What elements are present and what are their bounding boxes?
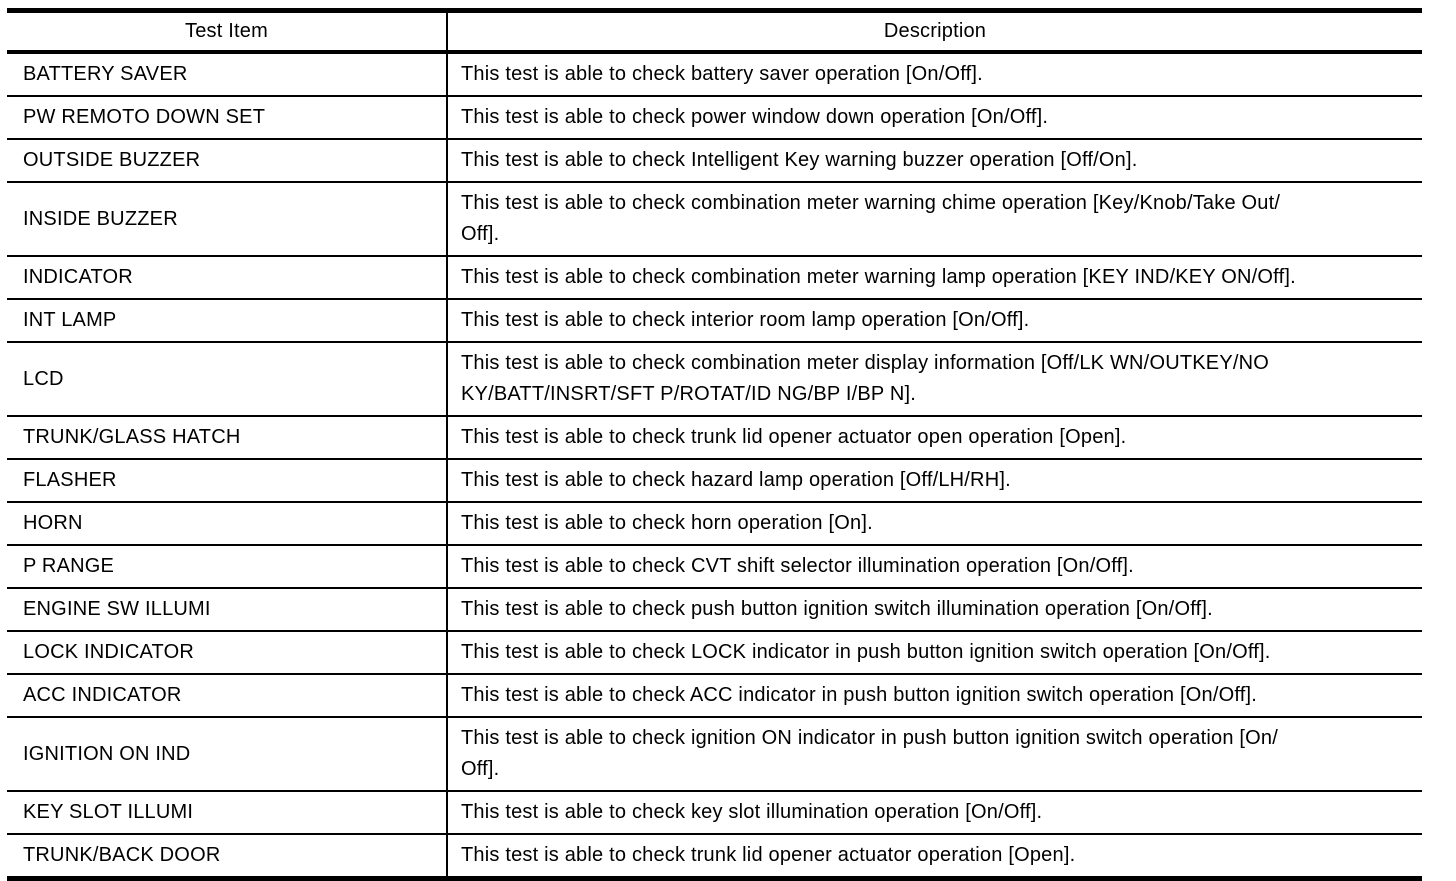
column-header-test-item: Test Item	[7, 10, 448, 54]
description-cell: This test is able to check trunk lid ope…	[447, 416, 1422, 460]
description-cell: This test is able to check ignition ON i…	[447, 717, 1422, 792]
test-item-cell: TRUNK/GLASS HATCH	[7, 416, 448, 460]
description-cell: This test is able to check push button i…	[447, 588, 1422, 632]
table-row: KEY SLOT ILLUMI This test is able to chec…	[7, 791, 1422, 835]
test-item-cell: PW REMOTO DOWN SET	[7, 96, 448, 140]
column-header-description: Description	[447, 10, 1422, 54]
table-header: Test Item Description	[7, 10, 1422, 54]
test-item-cell: HORN	[7, 502, 448, 546]
table-row: BATTERY SAVER This test is able to check …	[7, 52, 1422, 97]
table-row: LOCK INDICATOR This test is able to check…	[7, 631, 1422, 675]
description-cell: This test is able to check key slot illu…	[447, 791, 1422, 835]
description-cell: This test is able to check LOCK indicato…	[447, 631, 1422, 675]
test-item-cell: IGNITION ON IND	[7, 717, 448, 792]
table-row: P RANGE This test is able to check CVT sh…	[7, 545, 1422, 589]
table-row: INSIDE BUZZER This test is able to check …	[7, 182, 1422, 257]
test-item-cell: OUTSIDE BUZZER	[7, 139, 448, 183]
table-row: ENGINE SW ILLUMI This test is able to che…	[7, 588, 1422, 632]
table-row: TRUNK/GLASS HATCH This test is able to ch…	[7, 416, 1422, 460]
description-cell: This test is able to check battery saver…	[447, 52, 1422, 97]
table-row: OUTSIDE BUZZER This test is able to check…	[7, 139, 1422, 183]
test-item-cell: FLASHER	[7, 459, 448, 503]
table-row: TRUNK/BACK DOOR This test is able to chec…	[7, 834, 1422, 880]
test-item-cell: LCD	[7, 342, 448, 417]
table-row: ACC INDICATOR This test is able to check …	[7, 674, 1422, 718]
test-item-cell: KEY SLOT ILLUMI	[7, 791, 448, 835]
description-cell: This test is able to check Intelligent K…	[447, 139, 1422, 183]
test-item-cell: INDICATOR	[7, 256, 448, 300]
test-item-cell: LOCK INDICATOR	[7, 631, 448, 675]
test-item-cell: BATTERY SAVER	[7, 52, 448, 97]
test-item-cell: INT LAMP	[7, 299, 448, 343]
test-item-cell: P RANGE	[7, 545, 448, 589]
table-body: BATTERY SAVER This test is able to check …	[7, 52, 1422, 880]
table-row: HORN This test is able to check horn oper…	[7, 502, 1422, 546]
table-row: FLASHER This test is able to check hazard…	[7, 459, 1422, 503]
test-item-cell: ACC INDICATOR	[7, 674, 448, 718]
test-item-cell: ENGINE SW ILLUMI	[7, 588, 448, 632]
table-row: IGNITION ON IND This test is able to chec…	[7, 717, 1422, 792]
table-row: INT LAMP This test is able to check inter…	[7, 299, 1422, 343]
description-cell: This test is able to check power window …	[447, 96, 1422, 140]
description-cell: This test is able to check trunk lid ope…	[447, 834, 1422, 880]
description-cell: This test is able to check horn operatio…	[447, 502, 1422, 546]
description-cell: This test is able to check hazard lamp o…	[447, 459, 1422, 503]
description-cell: This test is able to check combination m…	[447, 182, 1422, 257]
description-cell: This test is able to check CVT shift sel…	[447, 545, 1422, 589]
description-cell: This test is able to check combination m…	[447, 342, 1422, 417]
table-row: INDICATOR This test is able to check comb…	[7, 256, 1422, 300]
description-cell: This test is able to check interior room…	[447, 299, 1422, 343]
header-row: Test Item Description	[7, 10, 1422, 54]
table-row: LCD This test is able to check combinatio…	[7, 342, 1422, 417]
test-item-cell: TRUNK/BACK DOOR	[7, 834, 448, 880]
test-item-table: Test Item Description BATTERY SAVER This …	[7, 8, 1422, 881]
description-cell: This test is able to check combination m…	[447, 256, 1422, 300]
description-cell: This test is able to check ACC indicator…	[447, 674, 1422, 718]
test-item-cell: INSIDE BUZZER	[7, 182, 448, 257]
table-row: PW REMOTO DOWN SET This test is able to c…	[7, 96, 1422, 140]
